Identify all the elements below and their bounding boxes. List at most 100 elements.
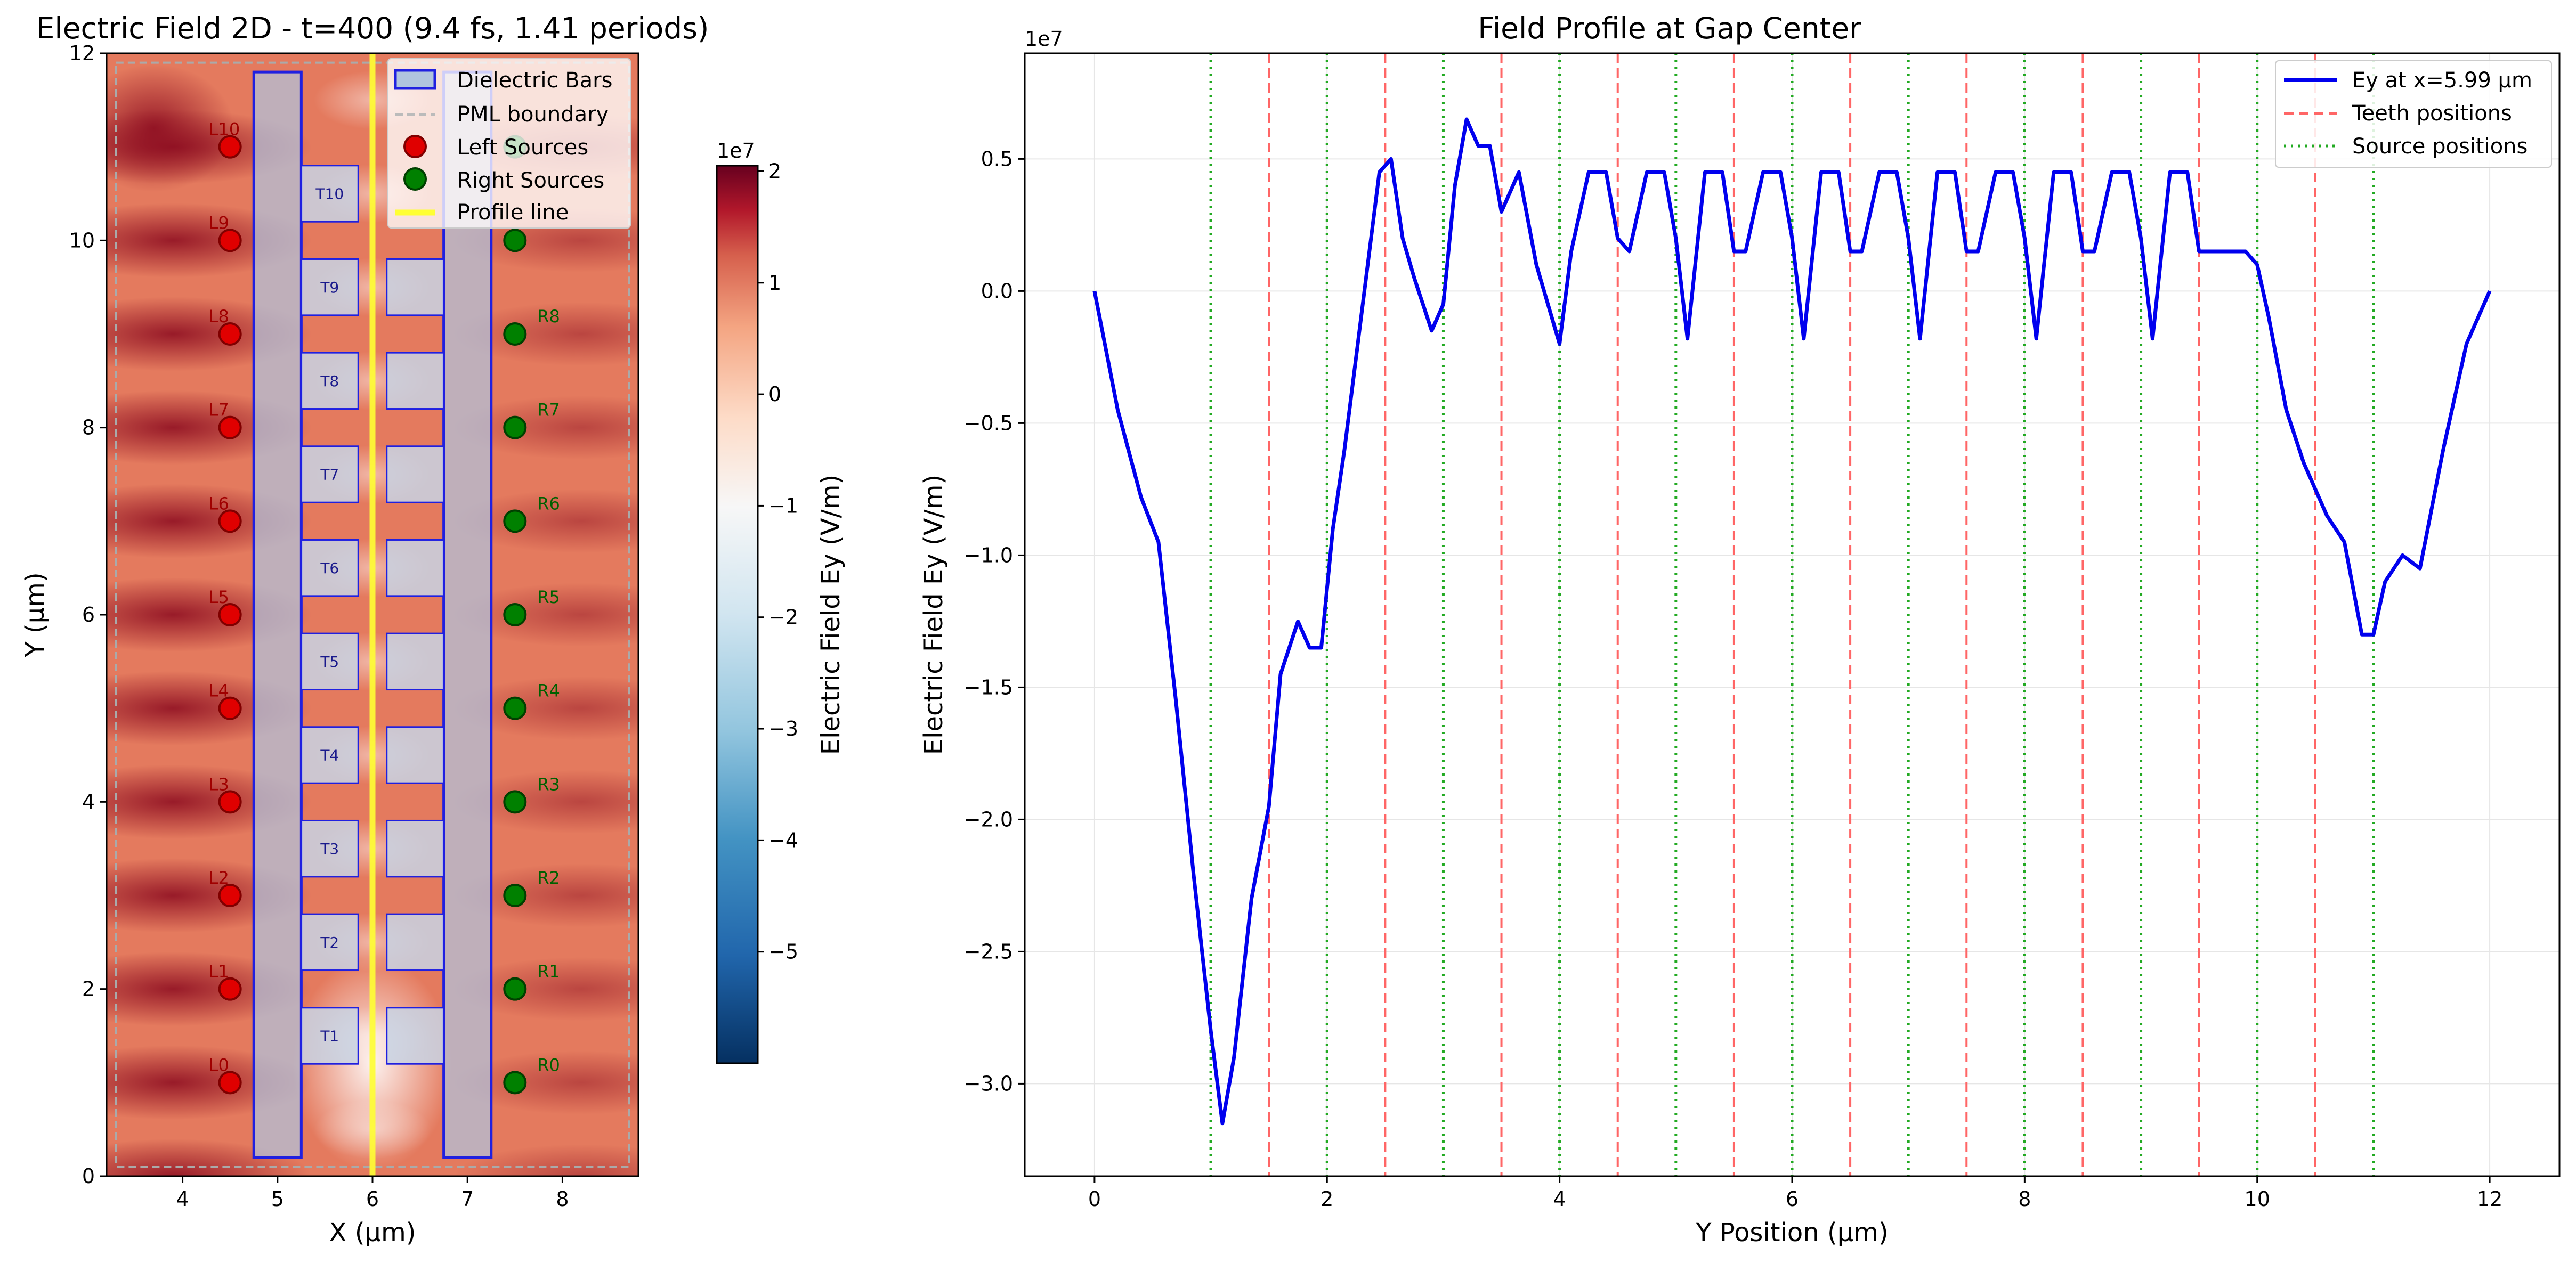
legend-profile-label: Profile line <box>457 200 569 225</box>
x-tick-label: 6 <box>366 1187 379 1211</box>
profile-xlabel: Y Position (μm) <box>1695 1218 1888 1248</box>
field-hotspot <box>453 583 638 647</box>
legend-bars-label: Dielectric Bars <box>457 68 612 93</box>
colorbar-tick-label: −5 <box>768 940 798 964</box>
tooth-left <box>300 726 359 784</box>
left-source-marker <box>218 696 242 720</box>
tooth-left <box>300 352 359 410</box>
right-source-label: R3 <box>537 774 560 794</box>
right-source-marker <box>503 790 527 814</box>
y-tick-label: 6 <box>82 603 95 626</box>
field-hotspot <box>453 489 638 553</box>
profile-y-exponent: 1e7 <box>1025 27 1063 51</box>
profile-series-line <box>1092 117 2492 1126</box>
colorbar-tick-label: 2 <box>768 159 781 183</box>
x-tick-label: 10 <box>2245 1187 2270 1211</box>
right-source-label: R6 <box>537 493 560 514</box>
left-source-label: L1 <box>209 961 229 982</box>
field-map-xlabel: X (μm) <box>329 1218 416 1248</box>
left-source-label: L2 <box>209 868 229 888</box>
left-source-label: L7 <box>209 400 229 420</box>
legend-left-source-label: Left Sources <box>457 135 588 160</box>
left-source-marker <box>218 603 242 626</box>
legend-left-source-marker <box>403 135 427 158</box>
x-tick-label: 4 <box>176 1187 189 1211</box>
profile-legend: Ey at x=5.99 μm Teeth positions Source p… <box>2275 60 2552 168</box>
right-source-label: R8 <box>537 306 560 327</box>
right-source-label: R7 <box>537 400 560 420</box>
y-tick-label: 4 <box>82 790 95 813</box>
field-hotspot <box>453 676 638 740</box>
tooth-left <box>300 445 359 503</box>
tooth-right <box>386 913 445 972</box>
colorbar-tick-label: −1 <box>768 494 798 517</box>
left-source-marker <box>218 977 242 1001</box>
legend-right-source-label: Right Sources <box>457 168 604 193</box>
tooth-label: T7 <box>320 466 339 484</box>
y-tick-label: −3.0 <box>964 1072 1013 1095</box>
right-source-marker <box>503 415 527 439</box>
right-source-marker <box>503 322 527 346</box>
field-map-panel: Electric Field 2D - t=400 (9.4 fs, 1.41 … <box>20 11 709 1248</box>
colorbar-tick-label: −2 <box>768 606 798 629</box>
x-tick-label: 0 <box>1088 1187 1101 1211</box>
left-source-marker <box>218 229 242 252</box>
right-source-label: R0 <box>537 1055 560 1075</box>
field-hotspot <box>453 770 638 834</box>
colorbar: 1e7 2 1 0 −1 −2 −3 −4 −5 Electric Field Ey (V/m… <box>716 139 846 1064</box>
tooth-label: T1 <box>320 1028 339 1045</box>
dielectric-bar-left <box>252 70 303 1159</box>
field-map-ylabel: Y (μm) <box>20 572 50 657</box>
right-source-marker <box>503 603 527 626</box>
tooth-right <box>386 539 445 597</box>
right-source-marker <box>503 884 527 907</box>
left-source-label: L6 <box>209 493 229 514</box>
tooth-right <box>386 258 445 316</box>
field-hotspot <box>453 302 638 366</box>
right-source-marker <box>503 1071 527 1095</box>
tooth-label: T9 <box>320 279 339 296</box>
profile-ylabel: Electric Field Ey (V/m) <box>919 475 949 755</box>
x-tick-label: 12 <box>2477 1187 2502 1211</box>
y-tick-label: 10 <box>69 229 95 252</box>
colorbar-gradient <box>716 165 759 1064</box>
left-source-label: L9 <box>209 213 229 233</box>
tooth-left <box>300 1007 359 1065</box>
legend-series-label: Ey at x=5.99 μm <box>2352 68 2532 93</box>
y-tick-label: −1.0 <box>964 543 1013 567</box>
left-source-label: L8 <box>209 306 229 327</box>
left-source-marker <box>218 790 242 814</box>
profile-title: Field Profile at Gap Center <box>1478 11 1861 45</box>
legend-teeth-label: Teeth positions <box>2352 101 2512 126</box>
tooth-label: T8 <box>320 372 339 390</box>
y-tick-label: 0 <box>82 1164 95 1188</box>
tooth-right <box>386 632 445 691</box>
x-tick-label: 6 <box>1786 1187 1799 1211</box>
right-source-marker <box>503 696 527 720</box>
tooth-label: T5 <box>320 653 339 671</box>
colorbar-label: Electric Field Ey (V/m) <box>816 475 846 755</box>
right-source-marker <box>503 977 527 1001</box>
colorbar-exponent: 1e7 <box>717 139 755 162</box>
y-tick-label: 2 <box>82 977 95 1001</box>
right-source-marker <box>503 229 527 252</box>
legend-source-label: Source positions <box>2352 134 2528 159</box>
tooth-left <box>300 258 359 316</box>
legend-pml-label: PML boundary <box>457 102 609 127</box>
field-hotspot <box>453 1050 638 1115</box>
left-source-marker <box>218 135 242 159</box>
y-tick-label: −0.5 <box>964 411 1013 435</box>
tooth-label: T4 <box>320 747 339 764</box>
right-source-label: R5 <box>537 587 560 607</box>
legend-bars-swatch <box>394 69 436 90</box>
right-source-label: R2 <box>537 868 560 888</box>
y-tick-label: 12 <box>69 42 95 65</box>
field-hotspot <box>453 957 638 1021</box>
tooth-left <box>300 539 359 597</box>
tooth-right <box>386 445 445 503</box>
left-source-marker <box>218 1071 242 1095</box>
tooth-label: T2 <box>320 934 339 951</box>
dielectric-bar-right <box>442 70 493 1159</box>
y-tick-label: 0.0 <box>981 279 1013 303</box>
